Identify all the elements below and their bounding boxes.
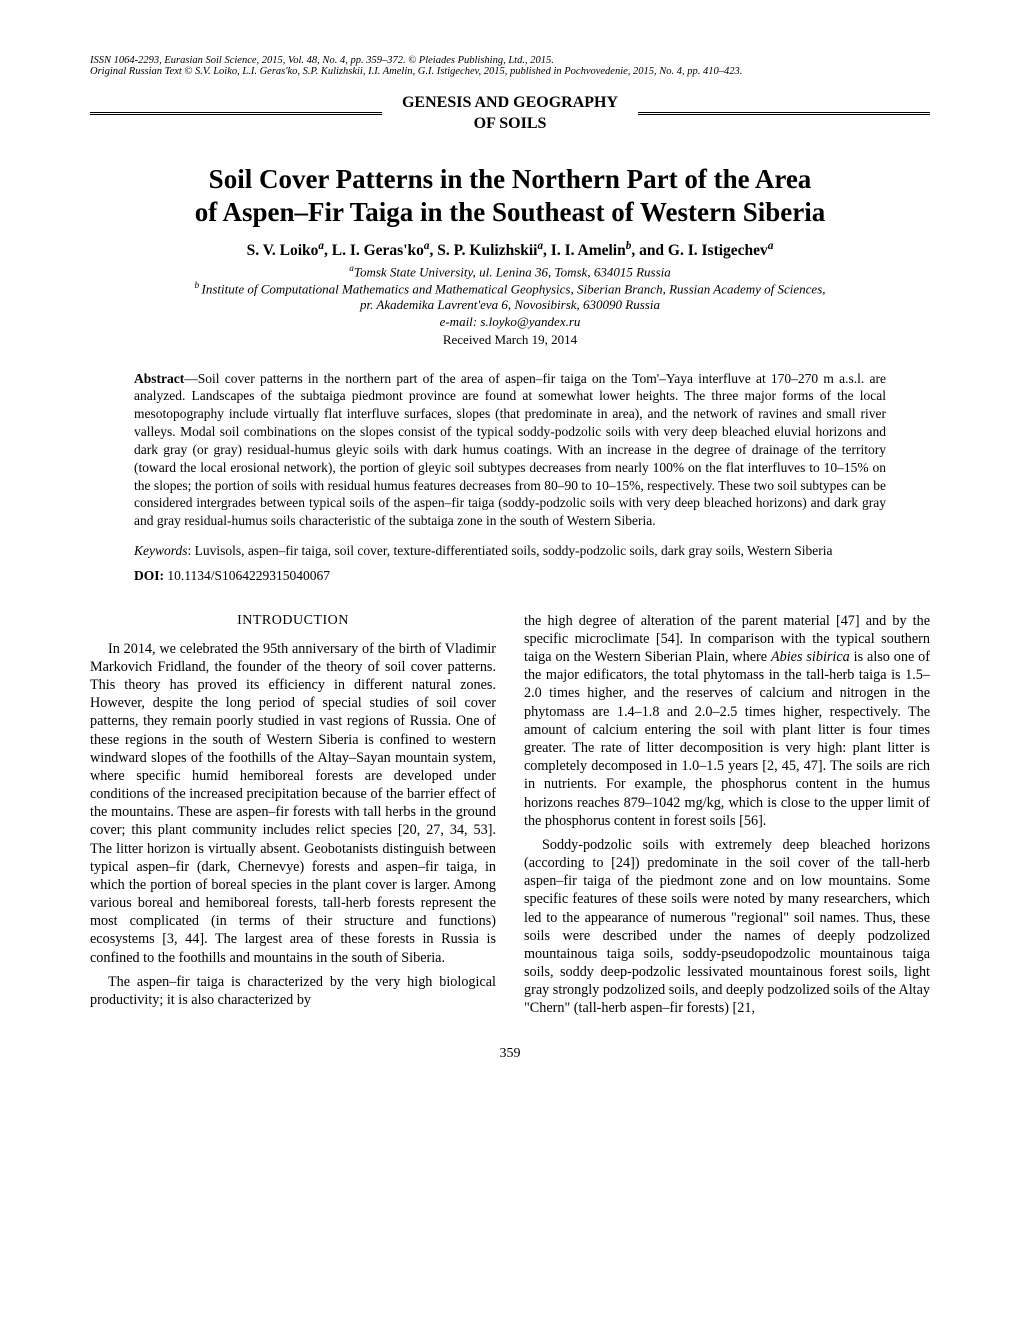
original-russian-text-line: Original Russian Text © S.V. Loiko, L.I.… — [90, 66, 930, 77]
affiliation-b-line2: pr. Akademika Lavrent'eva 6, Novosibirsk… — [90, 297, 930, 313]
received-date: Received March 19, 2014 — [90, 332, 930, 348]
affiliation-a-text: Tomsk State University, ul. Lenina 36, T… — [354, 265, 671, 280]
section-title-line1: GENESIS AND GEOGRAPHY — [402, 94, 618, 111]
keywords: Keywords: Luvisols, aspen–fir taiga, soi… — [134, 542, 886, 560]
authors: S. V. Loikoa, L. I. Geras'koa, S. P. Kul… — [90, 240, 930, 260]
doi-value: 10.1134/S1064229315040067 — [164, 568, 330, 583]
abies-sibirica-italic: Abies sibirica — [771, 649, 850, 665]
body-columns: INTRODUCTION In 2014, we celebrated the … — [90, 612, 930, 1024]
title-line2: of Aspen–Fir Taiga in the Southeast of W… — [195, 197, 826, 227]
affiliation-b-text1: Institute of Computational Mathematics a… — [201, 281, 825, 296]
right-para-2: Soddy-podzolic soils with extremely deep… — [524, 836, 930, 1018]
abstract: Abstract—Soil cover patterns in the nort… — [134, 370, 886, 530]
keywords-label: Keywords — [134, 543, 188, 558]
rule-left — [90, 112, 382, 115]
left-para-1: In 2014, we celebrated the 95th annivers… — [90, 640, 496, 967]
right-para-1: the high degree of alteration of the par… — [524, 612, 930, 830]
affiliation-b-line1: b Institute of Computational Mathematics… — [90, 281, 930, 298]
abstract-label: Abstract — [134, 371, 184, 386]
section-title-line2: OF SOILS — [474, 115, 547, 132]
issn-line: ISSN 1064-2293, Eurasian Soil Science, 2… — [90, 55, 930, 66]
page-number: 359 — [90, 1046, 930, 1062]
doi: DOI: 10.1134/S1064229315040067 — [134, 568, 886, 584]
left-para-2: The aspen–fir taiga is characterized by … — [90, 973, 496, 1009]
doi-label: DOI: — [134, 568, 164, 583]
rule-right — [638, 112, 930, 115]
left-column: INTRODUCTION In 2014, we celebrated the … — [90, 612, 496, 1024]
keywords-text: : Luvisols, aspen–fir taiga, soil cover,… — [188, 543, 833, 558]
title-line1: Soil Cover Patterns in the Northern Part… — [209, 164, 812, 194]
abstract-text: —Soil cover patterns in the northern par… — [134, 371, 886, 529]
email-line: e-mail: s.loyko@yandex.ru — [90, 314, 930, 330]
section-title: GENESIS AND GEOGRAPHY OF SOILS — [382, 93, 638, 135]
right-p1-post: is also one of the major edificators, th… — [524, 649, 930, 829]
right-column: the high degree of alteration of the par… — [524, 612, 930, 1024]
affiliation-a: aTomsk State University, ul. Lenina 36, … — [90, 264, 930, 281]
article-title: Soil Cover Patterns in the Northern Part… — [90, 163, 930, 231]
section-header: GENESIS AND GEOGRAPHY OF SOILS — [90, 93, 930, 135]
introduction-heading: INTRODUCTION — [90, 612, 496, 630]
